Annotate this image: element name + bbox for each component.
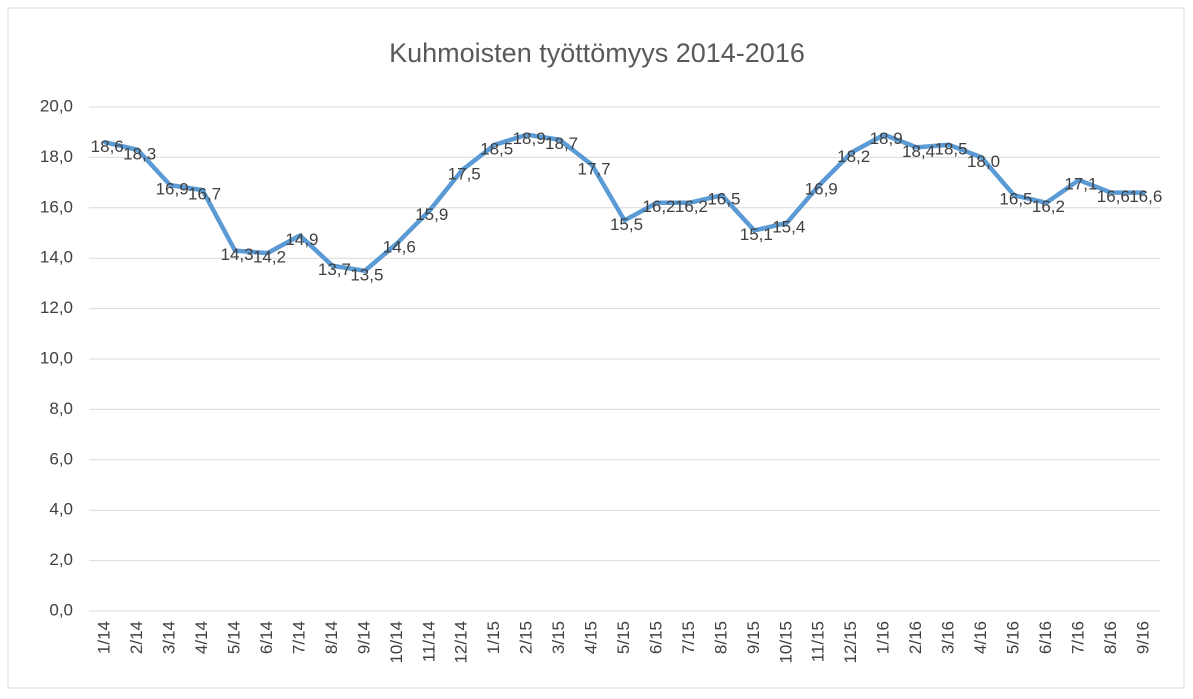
x-tick-label: 5/14 xyxy=(225,621,244,654)
data-label: 16,5 xyxy=(707,190,740,209)
x-tick-label: 3/16 xyxy=(939,621,958,654)
data-label: 18,6 xyxy=(91,137,124,156)
x-tick-label: 2/15 xyxy=(517,621,536,654)
x-tick-label: 9/15 xyxy=(744,621,763,654)
x-tick-label: 12/15 xyxy=(841,621,860,664)
x-tick-label: 4/15 xyxy=(582,621,601,654)
data-label: 16,5 xyxy=(999,190,1032,209)
data-label: 15,5 xyxy=(610,215,643,234)
data-label: 16,2 xyxy=(642,197,675,216)
y-tick-label: 8,0 xyxy=(49,399,73,418)
data-label: 17,7 xyxy=(577,159,610,178)
x-tick-label: 9/14 xyxy=(354,621,373,654)
y-tick-label: 16,0 xyxy=(40,197,73,216)
data-label: 16,2 xyxy=(1032,197,1065,216)
x-tick-label: 7/15 xyxy=(679,621,698,654)
data-label: 18,0 xyxy=(967,152,1000,171)
data-label: 16,9 xyxy=(156,180,189,199)
x-tick-label: 9/16 xyxy=(1133,621,1152,654)
x-tick-label: 4/16 xyxy=(971,621,990,654)
x-tick-label: 8/15 xyxy=(711,621,730,654)
x-tick-label: 1/16 xyxy=(874,621,893,654)
y-tick-label: 4,0 xyxy=(49,500,73,519)
data-label: 13,7 xyxy=(318,260,351,279)
data-label: 16,6 xyxy=(1129,187,1162,206)
data-label: 18,7 xyxy=(545,134,578,153)
data-label: 18,5 xyxy=(934,139,967,158)
data-label: 18,9 xyxy=(513,129,546,148)
y-tick-label: 2,0 xyxy=(49,550,73,569)
data-label: 15,9 xyxy=(415,205,448,224)
chart-border xyxy=(7,7,1185,689)
x-tick-label: 2/14 xyxy=(127,621,146,654)
data-label: 18,5 xyxy=(480,139,513,158)
data-label: 13,5 xyxy=(350,265,383,284)
x-tick-label: 7/16 xyxy=(1068,621,1087,654)
x-tick-label: 12/14 xyxy=(452,621,471,664)
x-tick-label: 11/14 xyxy=(419,621,438,662)
x-tick-label: 5/15 xyxy=(614,621,633,654)
x-tick-label: 11/15 xyxy=(809,621,828,662)
x-tick-label: 8/16 xyxy=(1101,621,1120,654)
y-tick-label: 0,0 xyxy=(49,600,73,619)
data-label: 16,7 xyxy=(188,185,221,204)
x-tick-label: 3/14 xyxy=(160,621,179,654)
x-tick-label: 10/15 xyxy=(776,621,795,664)
x-tick-label: 1/14 xyxy=(95,621,114,654)
data-label: 14,6 xyxy=(383,238,416,257)
x-tick-label: 10/14 xyxy=(387,621,406,664)
x-tick-label: 5/16 xyxy=(1003,621,1022,654)
data-label: 15,1 xyxy=(740,225,773,244)
data-label: 14,3 xyxy=(220,245,253,264)
x-tick-label: 4/14 xyxy=(192,621,211,654)
x-tick-label: 2/16 xyxy=(906,621,925,654)
x-tick-label: 7/14 xyxy=(289,621,308,654)
data-label: 16,2 xyxy=(675,197,708,216)
x-tick-label: 6/15 xyxy=(646,621,665,654)
data-label: 15,4 xyxy=(772,217,805,236)
x-tick-label: 6/16 xyxy=(1036,621,1055,654)
y-tick-label: 20,0 xyxy=(40,96,73,115)
x-tick-label: 8/14 xyxy=(322,621,341,654)
y-tick-label: 18,0 xyxy=(40,147,73,166)
data-label: 14,9 xyxy=(285,230,318,249)
data-label: 18,9 xyxy=(870,129,903,148)
line-series xyxy=(102,132,1147,274)
data-label: 18,2 xyxy=(837,147,870,166)
data-label: 14,2 xyxy=(253,248,286,267)
data-label: 18,4 xyxy=(902,142,935,161)
x-tick-label: 1/15 xyxy=(484,621,503,654)
y-tick-label: 12,0 xyxy=(40,298,73,317)
data-label: 17,1 xyxy=(1064,175,1097,194)
chart-title: Kuhmoisten työttömyys 2014-2016 xyxy=(389,38,805,68)
data-label: 18,3 xyxy=(123,144,156,163)
y-tick-label: 6,0 xyxy=(49,449,73,468)
data-label: 16,9 xyxy=(805,180,838,199)
y-tick-label: 10,0 xyxy=(40,348,73,367)
data-label: 16,6 xyxy=(1097,187,1130,206)
x-tick-label: 6/14 xyxy=(257,621,276,654)
x-tick-label: 3/15 xyxy=(549,621,568,654)
y-tick-label: 14,0 xyxy=(40,248,73,267)
data-label: 17,5 xyxy=(448,164,481,183)
